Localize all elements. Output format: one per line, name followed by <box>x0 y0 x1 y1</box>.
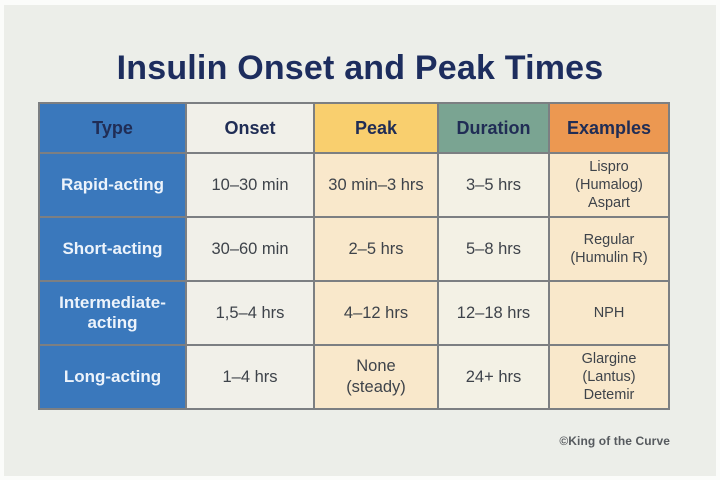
table-cell: 3–5 hrs <box>437 152 550 218</box>
column-header-duration: Duration <box>437 102 550 154</box>
row-header: Intermediate-acting <box>38 280 187 346</box>
infographic-canvas: Insulin Onset and Peak Times Type Onset … <box>4 5 716 476</box>
table-cell: 1–4 hrs <box>185 344 315 410</box>
table-cell: Glargine (Lantus) Detemir <box>548 344 670 410</box>
table-cell: 30–60 min <box>185 216 315 282</box>
table-cell: 24+ hrs <box>437 344 550 410</box>
column-header-peak: Peak <box>313 102 439 154</box>
page-title: Insulin Onset and Peak Times <box>116 49 604 87</box>
table-cell: 4–12 hrs <box>313 280 439 346</box>
row-header: Rapid-acting <box>38 152 187 218</box>
table-cell: Lispro (Humalog) Aspart <box>548 152 670 218</box>
table-cell: NPH <box>548 280 670 346</box>
copyright-credit: ©King of the Curve <box>559 434 670 448</box>
column-header-type: Type <box>38 102 187 154</box>
insulin-table: Type Onset Peak Duration Examples Rapid-… <box>38 102 670 410</box>
table-cell: None (steady) <box>313 344 439 410</box>
table-cell: 5–8 hrs <box>437 216 550 282</box>
table-cell: 2–5 hrs <box>313 216 439 282</box>
table-row-long-acting: Long-acting 1–4 hrs None (steady) 24+ hr… <box>38 344 670 410</box>
table-cell: 30 min–3 hrs <box>313 152 439 218</box>
table-row-intermediate-acting: Intermediate-acting 1,5–4 hrs 4–12 hrs 1… <box>38 280 670 346</box>
table-cell: 10–30 min <box>185 152 315 218</box>
column-header-onset: Onset <box>185 102 315 154</box>
table-row-short-acting: Short-acting 30–60 min 2–5 hrs 5–8 hrs R… <box>38 216 670 282</box>
row-header: Short-acting <box>38 216 187 282</box>
table-cell: 12–18 hrs <box>437 280 550 346</box>
column-header-examples: Examples <box>548 102 670 154</box>
table-cell: Regular (Humulin R) <box>548 216 670 282</box>
table-row-rapid-acting: Rapid-acting 10–30 min 30 min–3 hrs 3–5 … <box>38 152 670 218</box>
table-header-row: Type Onset Peak Duration Examples <box>38 102 670 154</box>
table-cell: 1,5–4 hrs <box>185 280 315 346</box>
row-header: Long-acting <box>38 344 187 410</box>
